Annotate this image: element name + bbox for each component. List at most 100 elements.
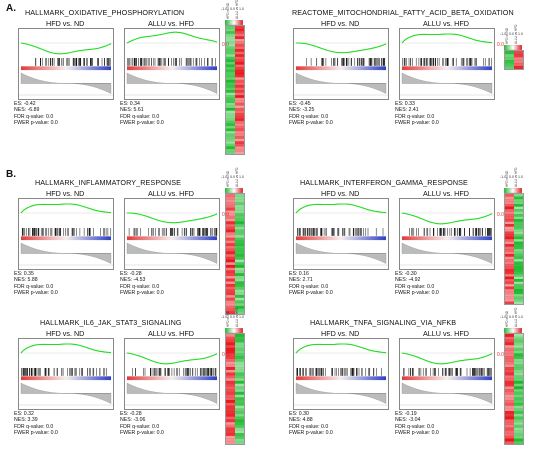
gsea-plot-1-right <box>399 28 495 100</box>
gsea-stats-left: ES: 0.16 NES: 2.71 FDR q-value: 0.0 FWER p-… <box>289 271 333 297</box>
hit-ticks <box>297 228 384 236</box>
enrichment-curve <box>20 203 112 214</box>
stat-nes: NES: -3.04 <box>395 417 421 424</box>
gsea-stats-left: ES: 0.30 NES: 4.88 FDR q-value: 0.0 FWER p-… <box>289 411 333 437</box>
rank-gradient-bar <box>21 236 111 241</box>
stat-fwer: FWER p-value: 0.0 <box>289 290 333 297</box>
gsea-plot-3-right <box>399 198 495 270</box>
scale-tick-label: -1.0 <box>221 315 228 319</box>
stat-nes: NES: 5.61 <box>120 107 144 114</box>
rank-gradient-bar <box>402 66 492 71</box>
hit-ticks <box>403 368 492 376</box>
zero-marker: 0.0 <box>497 212 504 218</box>
rank-gradient-bar <box>402 376 492 381</box>
scale-tick-label: 1.0 <box>518 175 523 179</box>
hit-ticks <box>306 58 386 66</box>
rank-gradient-bar <box>296 376 386 381</box>
zero-marker: 0.0 <box>497 42 504 48</box>
gsea-plot-2-left <box>18 198 114 270</box>
stat-fdr: FDR q-value: 0.0 <box>289 113 329 120</box>
leading-edge-heatmap-2 <box>225 193 245 315</box>
scale-tick-label: 1.0 <box>518 32 523 36</box>
gsea-plot-4-right <box>124 338 220 410</box>
stat-fwer: FWER p-value: 0.0 <box>14 120 58 127</box>
section-b-label: B. <box>6 169 16 180</box>
stat-nes: NES: -4.53 <box>120 277 146 284</box>
stat-es: ES: -0.42 <box>14 101 36 107</box>
stat-fdr: FDR q-value: 0.0 <box>120 113 160 120</box>
rank-gradient-bar <box>127 236 217 241</box>
stat-fwer: FWER p-value: 0.0 <box>120 290 164 297</box>
stat-fwer: FWER p-value: 0.0 <box>395 290 439 297</box>
stat-fdr: FDR q-value: 0.0 <box>14 423 54 430</box>
stat-nes: NES: 2.41 <box>395 107 419 114</box>
enrichment-curve <box>126 352 218 365</box>
comparison-label: HFD vs. ND <box>321 329 360 338</box>
gsea-plot-2-right <box>124 198 220 270</box>
gsea-stats-right: ES: -0.19 NES: -3.04 FDR q-value: 0.0 FWER … <box>395 411 439 437</box>
gsea-stats-left: ES: -0.42 NES: -6.89 FDR q-value: 0.0 FWER … <box>14 101 58 127</box>
scale-tick-label: 1.0 <box>239 315 244 319</box>
gsea-stats-left: ES: -0.45 NES: -3.25 FDR q-value: 0.0 FWER … <box>289 101 333 127</box>
enrichment-curve <box>295 343 387 354</box>
stat-nes: NES: 4.88 <box>289 417 313 424</box>
hit-ticks <box>296 368 382 376</box>
comparison-label: ALLU vs. HFD <box>148 19 194 28</box>
gsea-plot-5-right <box>399 338 495 410</box>
enrichment-curve <box>401 352 493 365</box>
enrichment-curve <box>296 42 387 54</box>
hit-ticks <box>127 58 216 66</box>
rank-gradient-bar <box>127 66 217 71</box>
stat-es: ES: 0.16 <box>289 271 309 277</box>
stat-es: ES: 0.33 <box>395 101 415 107</box>
section-a-label: A. <box>6 3 16 14</box>
scale-tick-label: 1.0 <box>239 7 244 11</box>
stat-fdr: FDR q-value: 0.0 <box>289 423 329 430</box>
hit-ticks <box>409 228 492 236</box>
stat-fwer: FWER p-value: 0.0 <box>14 430 58 437</box>
gsea-plot-0-left <box>18 28 114 100</box>
scale-tick-label: -1.0 <box>500 175 507 179</box>
gsea-plot-0-right <box>124 28 220 100</box>
stat-fdr: FDR q-value: 0.0 <box>14 283 54 290</box>
gsea-stats-left: ES: 0.35 NES: 5.88 FDR q-value: 0.0 FWER p-… <box>14 271 58 297</box>
stat-es: ES: -0.28 <box>120 411 142 417</box>
stat-es: ES: 0.34 <box>120 101 140 107</box>
hit-ticks <box>21 228 112 236</box>
comparison-label: HFD vs. ND <box>46 189 85 198</box>
stat-fwer: FWER p-value: 0.0 <box>14 290 58 297</box>
leading-edge-heatmap-5 <box>504 333 524 445</box>
enrichment-curve <box>126 31 218 44</box>
stat-es: ES: -0.45 <box>289 101 311 107</box>
enrichment-curve <box>295 203 387 214</box>
scale-tick-label: 0.0 <box>230 7 235 11</box>
stat-nes: NES: 3.39 <box>14 417 38 424</box>
stat-nes: NES: -3.06 <box>120 417 146 424</box>
comparison-label: ALLU vs. HFD <box>423 189 469 198</box>
panel-title: HALLMARK_TNFA_SIGNALING_VIA_NFKB <box>310 318 457 327</box>
panel-title: HALLMARK_OXIDATIVE_PHOSPHORYLATION <box>25 8 185 17</box>
comparison-label: ALLU vs. HFD <box>423 329 469 338</box>
hit-ticks <box>132 368 217 376</box>
gsea-stats-right: ES: -0.28 NES: -3.06 FDR q-value: 0.0 FWER … <box>120 411 164 437</box>
scale-tick-label: 0.0 <box>230 175 235 179</box>
gsea-stats-right: ES: -0.28 NES: -4.53 FDR q-value: 0.0 FWER … <box>120 271 164 297</box>
comparison-label: HFD vs. ND <box>46 329 85 338</box>
rank-gradient-bar <box>21 376 111 381</box>
stat-nes: NES: 5.88 <box>14 277 38 284</box>
hit-ticks <box>128 228 218 236</box>
panel-title: HALLMARK_INTERFERON_GAMMA_RESPONSE <box>300 178 468 187</box>
stat-es: ES: 0.35 <box>14 271 34 277</box>
panel-title: HALLMARK_IL6_JAK_STAT3_SIGNALING <box>40 318 182 327</box>
gsea-plot-4-left <box>18 338 114 410</box>
scale-tick-label: 1.0 <box>518 315 523 319</box>
stat-nes: NES: 2.71 <box>289 277 313 284</box>
zero-marker: 0.0 <box>497 352 504 358</box>
leading-edge-heatmap-0 <box>225 25 245 155</box>
stat-fdr: FDR q-value: 0.0 <box>14 113 54 120</box>
scale-tick-label: -1.0 <box>221 175 228 179</box>
stat-fwer: FWER p-value: 0.0 <box>395 430 439 437</box>
stat-fdr: FDR q-value: 0.0 <box>120 423 160 430</box>
leading-edge-heatmap-4 <box>225 333 245 445</box>
hit-ticks <box>21 368 107 376</box>
